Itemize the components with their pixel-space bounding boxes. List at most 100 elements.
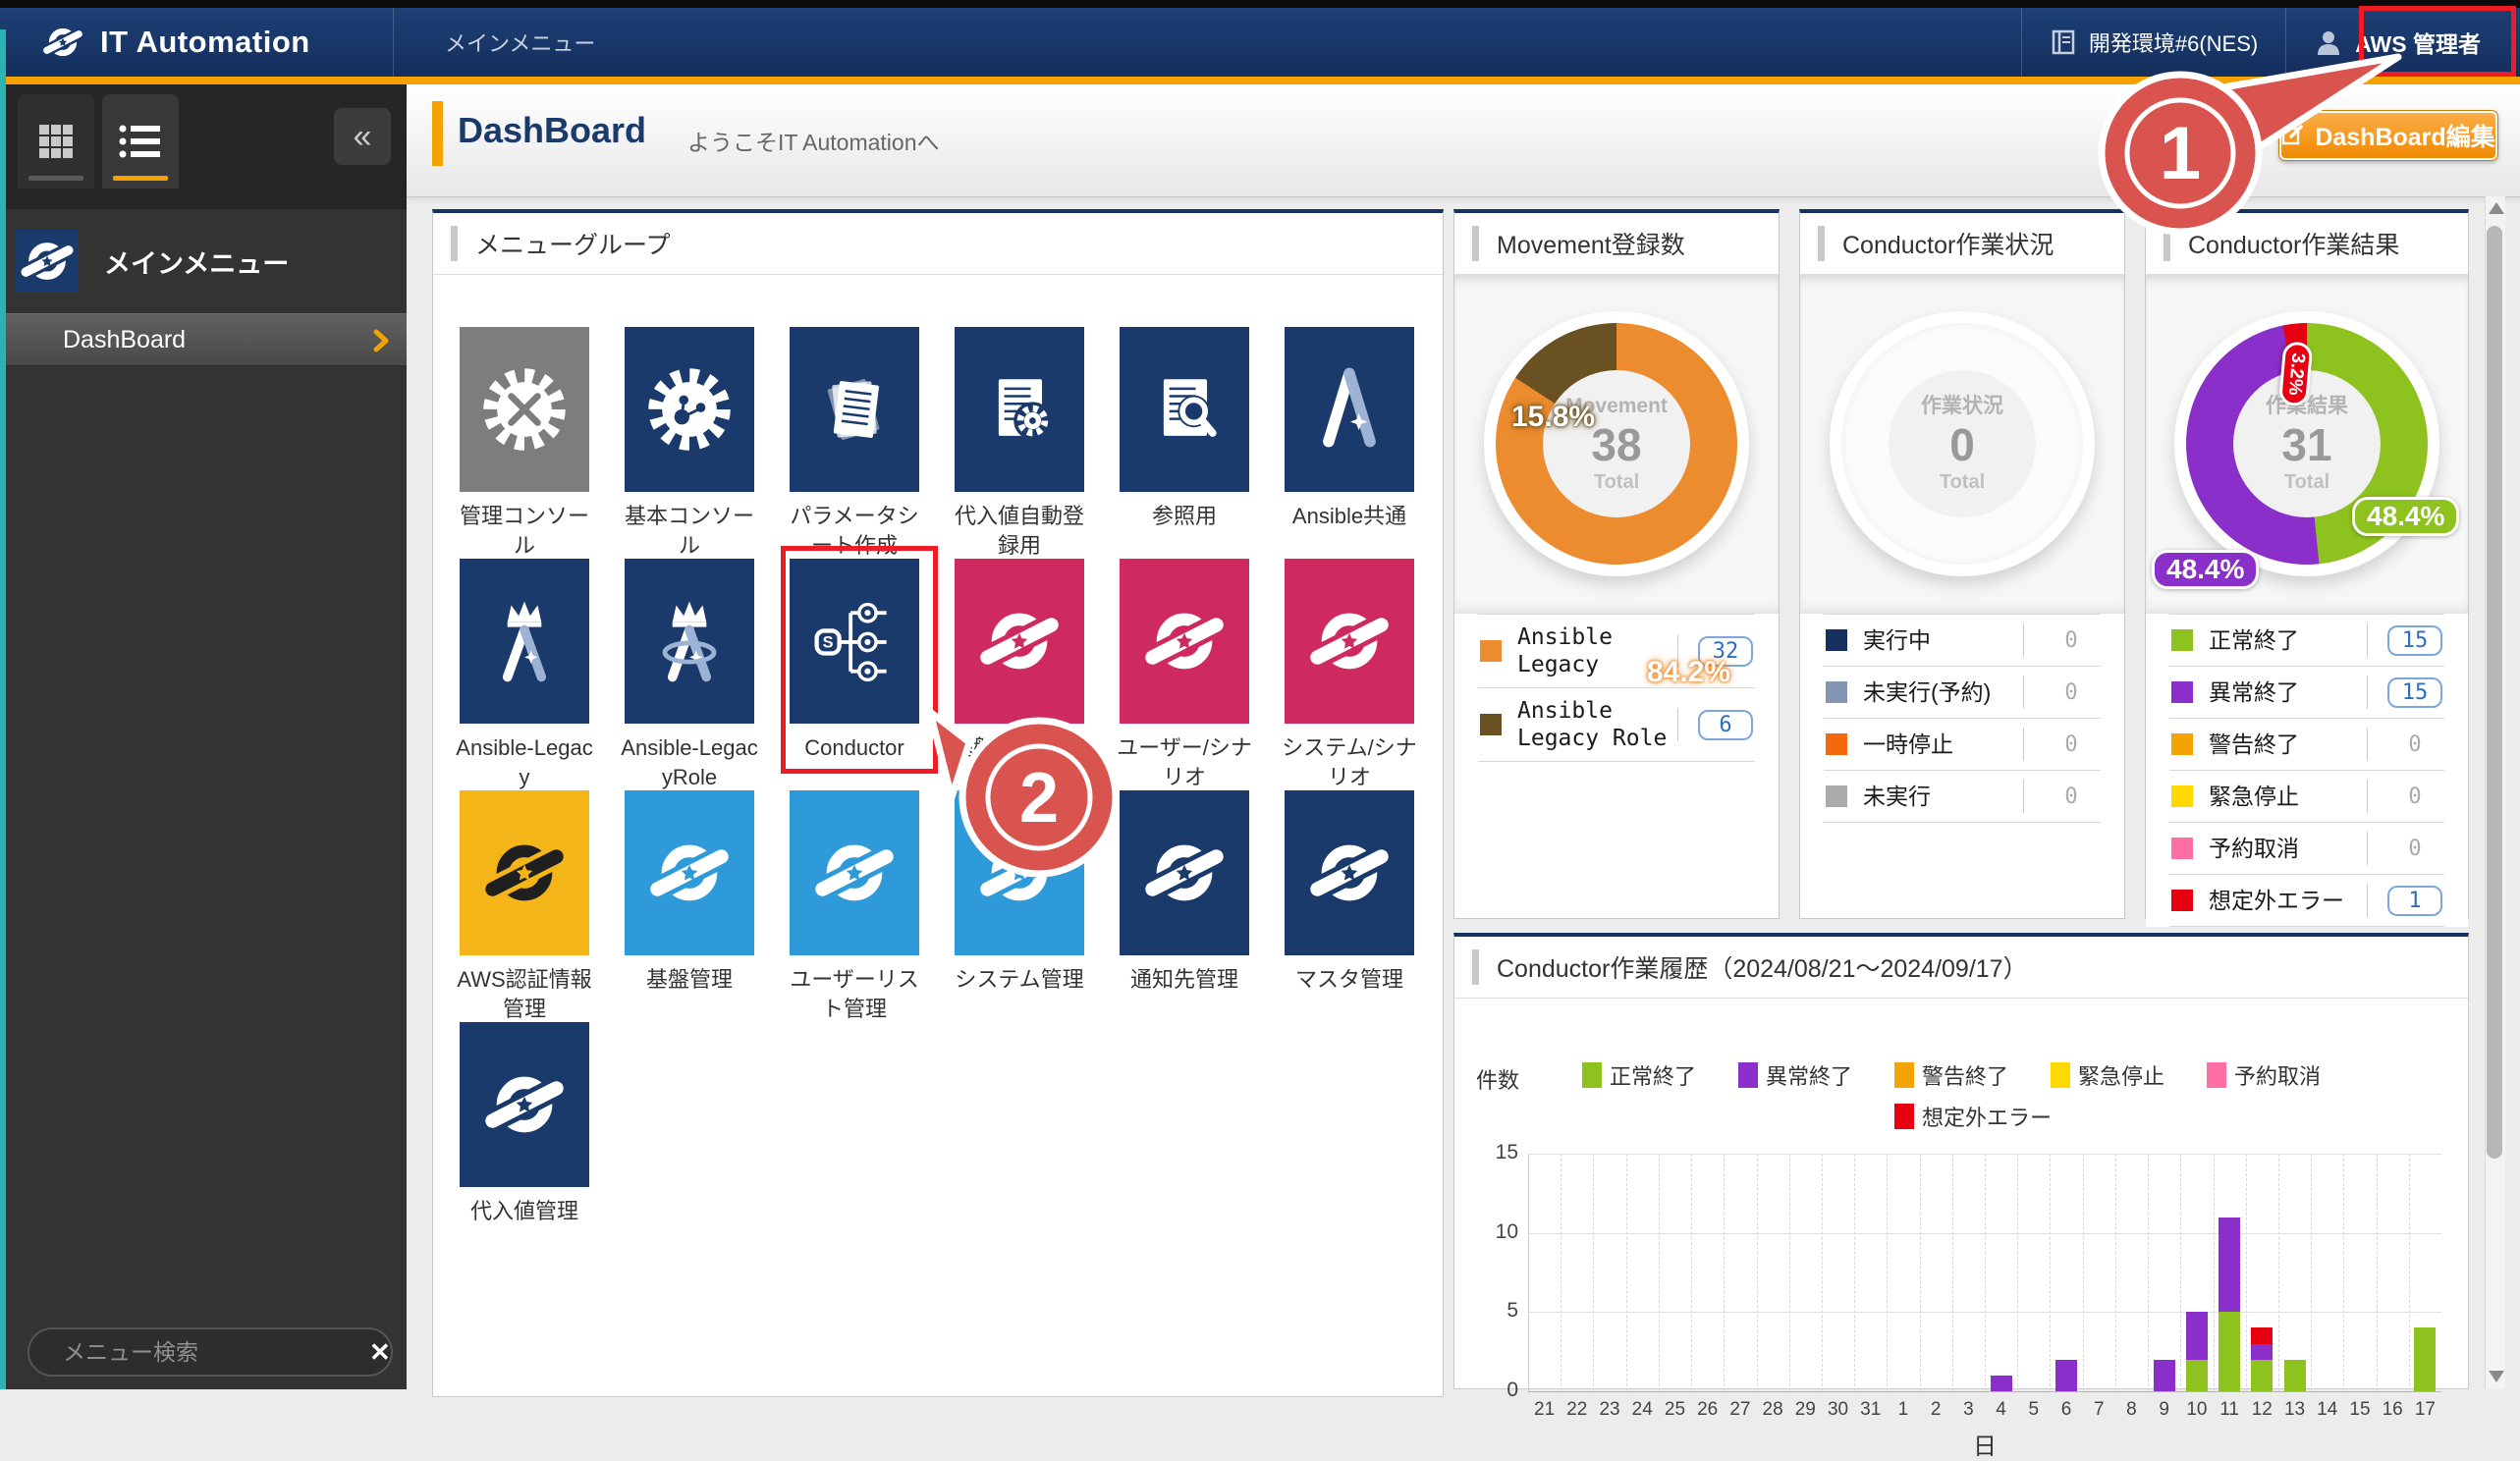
sidebar-item-dashboard[interactable]: DashBoard (6, 313, 407, 366)
bar-segment-正常終了 (2185, 1359, 2208, 1391)
sidebar-collapse-button[interactable]: « (334, 108, 391, 165)
ansible-icon (1323, 367, 1376, 448)
tab-menu-list[interactable] (102, 94, 179, 189)
menu-group-logo-icon (16, 230, 79, 293)
clear-search-icon[interactable]: ✕ (369, 1336, 391, 1367)
menu-tile-jp-10[interactable] (1120, 559, 1249, 724)
menu-tile-jp-3[interactable] (955, 327, 1084, 492)
dashboard-edit-button[interactable]: DashBoard編集 (2278, 110, 2498, 161)
menu-tile-jp-5[interactable] (1285, 327, 1414, 492)
legend-label: 予約取消 (2209, 836, 2299, 861)
legend-count: 15 (2387, 624, 2442, 656)
menu-tile-jp-11[interactable] (1285, 559, 1414, 724)
tab-menu-grid[interactable] (18, 94, 94, 189)
gridline-vertical (1658, 1154, 1660, 1391)
bar-segment-異常終了 (1990, 1375, 2012, 1391)
legend-divider (2367, 728, 2368, 761)
legend-divider (2023, 780, 2024, 813)
menu-search-input[interactable] (61, 1337, 356, 1367)
paper-gear-icon (998, 379, 1052, 440)
menu-tile-jp-12[interactable] (460, 790, 589, 955)
environment-selector[interactable]: 開発環境#6(NES) (2022, 8, 2285, 77)
grid-icon (39, 125, 73, 158)
panel-accent-bar (1818, 226, 1825, 261)
list-icon (119, 125, 160, 158)
history-legend-item: 予約取消 (2207, 1059, 2321, 1091)
legend-count: 0 (2064, 679, 2078, 705)
legend-swatch (2051, 1062, 2070, 1088)
gridline-vertical (2376, 1154, 2378, 1391)
legend-swatch (1894, 1062, 1914, 1088)
gridline-vertical (1593, 1154, 1595, 1391)
menu-tile-label: Ansible-LegacyRole (621, 735, 758, 789)
x-tick-label: 24 (1631, 1399, 1653, 1420)
gridline-vertical (1919, 1154, 1921, 1391)
legend-label: 異常終了 (2209, 679, 2299, 705)
movement-count-panel: Movement登録数 Movement 38 Total 15.8% 84.2% … (1453, 209, 1780, 919)
legend-label: 一時停止 (1863, 731, 1953, 757)
scroll-up-icon[interactable] (2489, 202, 2504, 214)
menu-tile-jp-2[interactable] (790, 327, 919, 492)
history-legend-item: 警告終了 (1894, 1059, 2008, 1091)
scroll-down-icon[interactable] (2489, 1371, 2504, 1382)
menu-tile-ansible-legacy[interactable] (460, 559, 589, 724)
legend-count: 6 (1698, 709, 1753, 740)
menu-tile-jp-4[interactable] (1120, 327, 1249, 492)
x-tick-label: 29 (1794, 1399, 1816, 1420)
header-divider (393, 8, 394, 77)
menu-tile-conductor[interactable]: S (790, 559, 919, 724)
legend-divider (2367, 780, 2368, 813)
legend-swatch (1738, 1062, 1758, 1088)
menu-tile-jp-13[interactable] (625, 790, 754, 955)
legend-swatch (1480, 640, 1502, 662)
movement-donut-chart: Movement 38 Total 15.8% 84.2% (1454, 275, 1779, 688)
content-scrollbar-thumb[interactable] (2487, 226, 2502, 1159)
legend-divider (1677, 708, 1678, 741)
legend-swatch (2171, 629, 2193, 651)
header-nav-main-menu[interactable]: メインメニュー (445, 31, 596, 56)
paper-search-icon (1163, 379, 1217, 437)
swirl-icon (810, 844, 899, 901)
legend-label: 緊急停止 (2209, 784, 2299, 809)
menu-tile-label: Ansible-Legacy (456, 735, 593, 789)
legend-label: Ansible Legacy (1517, 624, 1613, 677)
legend-count: 0 (2408, 836, 2422, 861)
environment-book-icon (2052, 29, 2075, 55)
bar-segment-異常終了 (2219, 1217, 2241, 1313)
x-axis-line (1528, 1391, 2441, 1392)
legend-row: 想定外エラー 1 (2169, 874, 2444, 927)
gridline-vertical (1788, 1154, 1790, 1391)
menu-tile-jp-17[interactable] (1285, 790, 1414, 955)
legend-swatch (1826, 785, 1847, 807)
menu-tile-ansible-legacyrole[interactable] (625, 559, 754, 724)
bar-segment-異常終了 (2251, 1343, 2273, 1360)
bar-segment-正常終了 (2283, 1359, 2306, 1391)
gridline-vertical (1854, 1154, 1856, 1391)
gridline-vertical (1691, 1154, 1693, 1391)
conductor-status-donut-chart: 作業状況 0 Total (1800, 275, 2124, 614)
menu-tile-jp-0[interactable] (460, 327, 589, 492)
menu-tile-jp-14[interactable] (790, 790, 919, 955)
gridline-vertical (2408, 1154, 2410, 1391)
donut-chart: 作業状況 0 Total (1841, 323, 2083, 565)
x-tick-label: 14 (2317, 1399, 2338, 1420)
donut-total-value: 38 (1591, 419, 1642, 470)
history-legend-item: 異常終了 (1738, 1059, 1852, 1091)
x-tick-label: 5 (2028, 1399, 2040, 1420)
bar-segment-想定外エラー (2251, 1327, 2273, 1344)
x-tick-label: 11 (2219, 1399, 2239, 1420)
menu-tile-jp-9[interactable] (955, 559, 1084, 724)
title-accent-bar (432, 101, 443, 166)
legend-divider (2367, 623, 2368, 657)
swirl-icon (645, 844, 734, 901)
menu-tile-jp-16[interactable] (1120, 790, 1249, 955)
y-tick-label: 10 (1495, 1219, 1518, 1243)
app-logo[interactable]: IT Automation (0, 19, 393, 66)
menu-tile-jp-1[interactable] (625, 327, 754, 492)
user-menu[interactable]: AWS 管理者 (2286, 8, 2520, 77)
x-tick-label: 15 (2349, 1399, 2371, 1420)
legend-swatch (2171, 890, 2193, 911)
donut-total-label: Total (1593, 471, 1640, 493)
menu-tile-jp-18[interactable] (460, 1022, 589, 1187)
bar-segment-正常終了 (2219, 1312, 2241, 1391)
